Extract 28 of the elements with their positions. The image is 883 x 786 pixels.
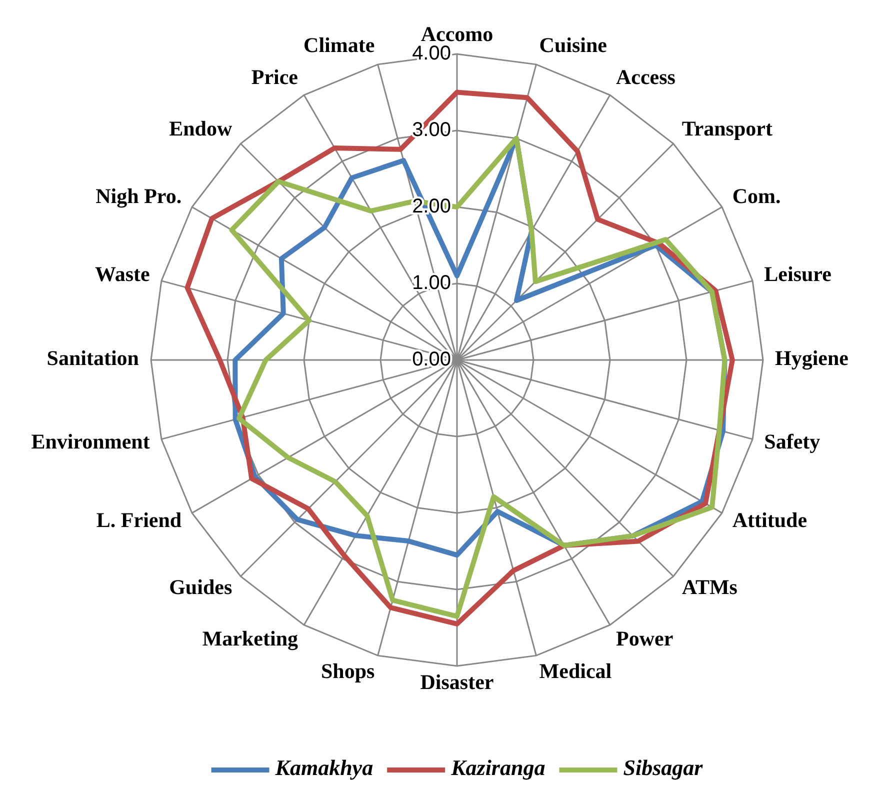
legend-label: Kamakhya (274, 755, 374, 780)
y-tick-label: 0.00 (412, 348, 451, 370)
spoke-label: Medical (539, 658, 612, 683)
spoke-label: L. Friend (96, 508, 182, 532)
spoke-label: Cuisine (539, 32, 607, 57)
spoke-label: Endow (169, 116, 233, 141)
spoke-label: Transport (682, 116, 772, 141)
spoke-label: Power (616, 626, 674, 650)
spoke-label: Leisure (764, 262, 832, 286)
legend-label: Sibsagar (623, 755, 704, 780)
spoke-label: Nigh Pro. (96, 184, 182, 208)
spoke-label: ATMs (682, 574, 738, 599)
spoke-label: Sanitation (46, 346, 140, 370)
spoke-label: Com. (732, 184, 781, 208)
legend-label: Kaziranga (450, 755, 546, 780)
spoke-label: Price (251, 65, 298, 90)
spoke-label: Hygiene (775, 346, 848, 370)
spoke-label: Attitude (732, 508, 808, 532)
spoke-label: Climate (304, 32, 375, 57)
spoke-label: Marketing (202, 626, 298, 650)
y-tick-label: 1.00 (412, 272, 451, 294)
spoke-label: Access (616, 65, 676, 90)
spoke-label: Shops (320, 658, 375, 683)
spoke-label: Environment (31, 430, 150, 454)
spoke-label: Disaster (420, 670, 494, 694)
spoke-label: Guides (169, 574, 232, 599)
spoke-label: Safety (764, 430, 821, 454)
spoke-label: Waste (95, 262, 150, 286)
